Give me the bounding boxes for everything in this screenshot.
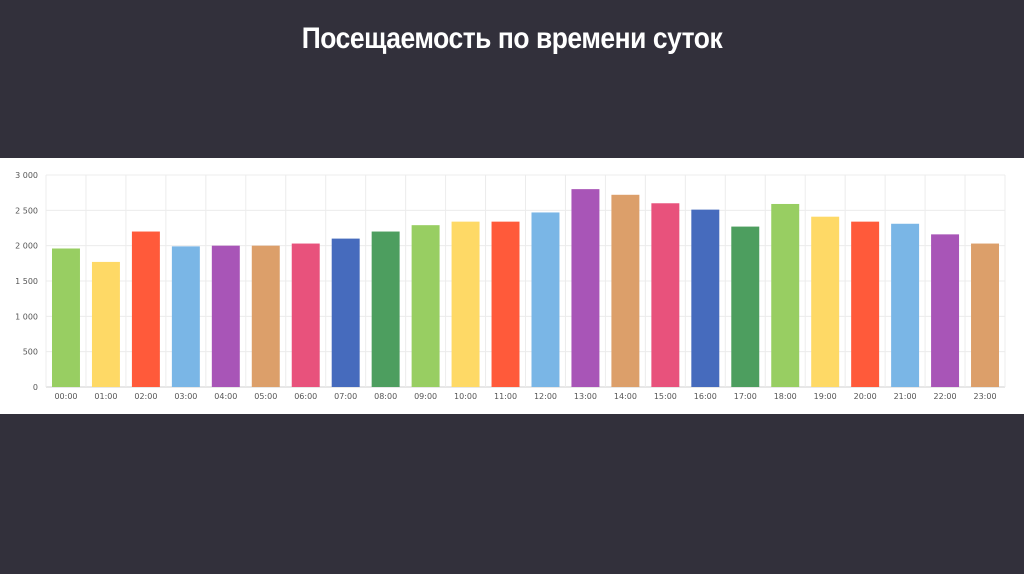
bar bbox=[611, 194, 640, 387]
y-axis-ticks: 0 500 1 000 1 500 2 000 2 500 3 000 bbox=[15, 171, 38, 392]
bar bbox=[691, 209, 720, 387]
bars bbox=[51, 189, 1000, 387]
y-tick-label: 1 000 bbox=[15, 312, 38, 321]
x-tick-label: 13:00 bbox=[574, 392, 597, 401]
y-tick-label: 2 500 bbox=[15, 206, 38, 215]
bar bbox=[731, 226, 760, 387]
bar bbox=[91, 261, 120, 387]
bar bbox=[251, 245, 280, 387]
bar bbox=[531, 212, 560, 387]
x-tick-label: 23:00 bbox=[973, 392, 996, 401]
y-tick-label: 0 bbox=[33, 383, 38, 392]
y-tick-label: 2 000 bbox=[15, 242, 38, 251]
bar bbox=[851, 221, 880, 387]
x-tick-label: 04:00 bbox=[214, 392, 237, 401]
x-tick-label: 06:00 bbox=[294, 392, 317, 401]
x-tick-label: 11:00 bbox=[494, 392, 517, 401]
bar bbox=[331, 238, 360, 387]
x-tick-label: 21:00 bbox=[894, 392, 917, 401]
bar bbox=[811, 216, 840, 387]
x-tick-label: 03:00 bbox=[174, 392, 197, 401]
y-tick-label: 500 bbox=[23, 348, 38, 357]
x-tick-label: 18:00 bbox=[774, 392, 797, 401]
y-tick-label: 1 500 bbox=[15, 277, 38, 286]
bar bbox=[131, 231, 160, 387]
bar bbox=[411, 225, 440, 387]
bar bbox=[651, 203, 680, 387]
bar bbox=[451, 221, 480, 387]
x-tick-label: 02:00 bbox=[134, 392, 157, 401]
x-tick-label: 08:00 bbox=[374, 392, 397, 401]
x-tick-label: 05:00 bbox=[254, 392, 277, 401]
bar-chart: 0 500 1 000 1 500 2 000 2 500 3 000 00:00 01:00… bbox=[15, 171, 1006, 401]
bar bbox=[571, 189, 600, 387]
x-axis-ticks: 00:00 01:00 02:00 03:00 04:00 05:00 06:00 07:00… bbox=[54, 392, 996, 401]
bar bbox=[931, 234, 960, 387]
y-tick-label: 3 000 bbox=[15, 171, 38, 180]
x-tick-label: 15:00 bbox=[654, 392, 677, 401]
x-tick-label: 09:00 bbox=[414, 392, 437, 401]
bar bbox=[211, 245, 240, 387]
x-tick-label: 22:00 bbox=[934, 392, 957, 401]
bar bbox=[51, 248, 80, 387]
bar bbox=[971, 243, 1000, 387]
x-tick-label: 17:00 bbox=[734, 392, 757, 401]
grid-lines bbox=[45, 174, 1006, 388]
bar bbox=[491, 221, 520, 387]
bar bbox=[291, 243, 320, 387]
x-tick-label: 10:00 bbox=[454, 392, 477, 401]
x-tick-label: 14:00 bbox=[614, 392, 637, 401]
x-tick-label: 07:00 bbox=[334, 392, 357, 401]
bar bbox=[171, 246, 200, 387]
x-tick-label: 01:00 bbox=[94, 392, 117, 401]
bar bbox=[891, 223, 920, 387]
bar bbox=[371, 231, 400, 387]
chart-panel: 0 500 1 000 1 500 2 000 2 500 3 000 00:00 01:00… bbox=[0, 158, 1024, 414]
x-tick-label: 16:00 bbox=[694, 392, 717, 401]
x-tick-label: 19:00 bbox=[814, 392, 837, 401]
x-tick-label: 20:00 bbox=[854, 392, 877, 401]
x-tick-label: 12:00 bbox=[534, 392, 557, 401]
bar bbox=[771, 203, 800, 387]
slide-title: Посещаемость по времени суток bbox=[301, 22, 723, 55]
x-tick-label: 00:00 bbox=[54, 392, 77, 401]
